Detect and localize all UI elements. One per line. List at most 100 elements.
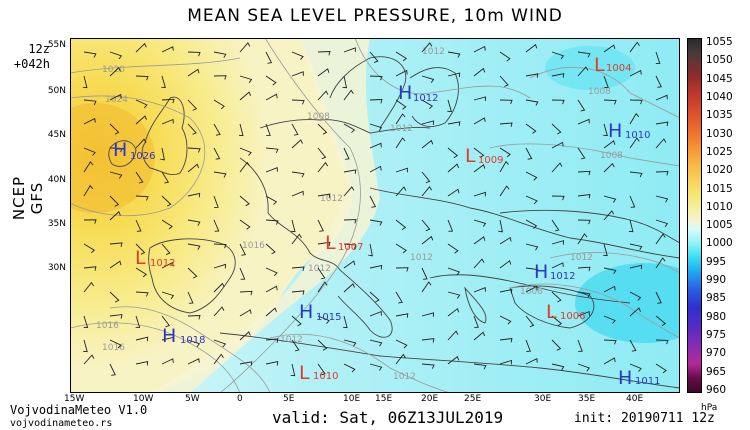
isobar-label: 1012: [393, 372, 416, 382]
wind-barb: [369, 264, 383, 270]
lon-label: 40E: [626, 394, 644, 404]
wind-barb: [239, 75, 253, 84]
lon-label: 10W: [133, 394, 154, 404]
wind-barb: [265, 338, 279, 343]
wind-barb: [265, 361, 279, 366]
wind-barb: [655, 363, 667, 374]
wind-barb: [161, 261, 174, 269]
wind-barb: [395, 69, 408, 77]
wind-barb: [161, 98, 175, 104]
wind-barb: [577, 170, 591, 176]
wind-barb: [603, 195, 617, 203]
anticyclone-core: [70, 103, 155, 213]
high-center-letter: H: [398, 82, 412, 104]
lat-label: 30N: [47, 263, 66, 273]
wind-barb: [343, 169, 357, 174]
wind-barb: [447, 51, 461, 58]
wind-barb: [603, 315, 616, 324]
wind-barb: [551, 195, 565, 201]
wind-barb: [109, 291, 120, 303]
wind-barb: [83, 219, 97, 224]
isobar-label: 1012: [570, 253, 593, 263]
wind-barb: [109, 211, 121, 221]
wind-barb: [395, 113, 406, 125]
wind-barb: [447, 267, 461, 276]
valid-time: valid: Sat, 06Z13JUL2019: [272, 408, 504, 427]
wind-barb: [525, 339, 531, 352]
wind-barb: [577, 266, 591, 272]
wind-barb: [213, 75, 227, 80]
colorbar-label: 990: [706, 274, 727, 287]
isobar-label: 1012: [390, 124, 413, 134]
wind-barb: [291, 123, 299, 136]
colorbar-label: 1035: [706, 109, 733, 122]
wind-barb: [629, 264, 643, 270]
wind-barb: [577, 233, 588, 245]
high-center-value: 1018: [180, 335, 205, 346]
wind-barb: [239, 161, 250, 173]
wind-barb: [577, 51, 591, 58]
wind-barb: [291, 71, 304, 77]
wind-barb: [83, 315, 89, 328]
wind-barb: [551, 99, 565, 105]
wind-barb: [369, 219, 383, 226]
wind-barb: [655, 51, 661, 64]
wind-barb: [603, 75, 609, 88]
wind-barb: [317, 123, 328, 135]
wind-barb: [525, 315, 535, 328]
wind-barb: [213, 147, 221, 160]
wind-barb: [655, 233, 666, 245]
isobar-label: 1012: [410, 253, 433, 263]
lon-label: 30E: [534, 394, 552, 404]
wind-barb: [135, 291, 149, 297]
wind-barb: [473, 96, 487, 102]
init-time: init: 20190711 12z: [574, 411, 715, 426]
wind-barb: [551, 291, 562, 303]
wind-barb: [109, 51, 123, 60]
wind-barb: [213, 219, 220, 232]
wind-barb: [421, 120, 435, 125]
wind-barb: [551, 240, 564, 245]
isobar-label: 1024: [105, 95, 128, 105]
wind-barb: [577, 147, 586, 160]
wind-barb: [369, 339, 383, 347]
lon-axis: 15W 10W 5W 0 5E 10E 15E 20E 25E 30E 35E …: [64, 394, 680, 406]
wind-barb: [551, 262, 564, 269]
wind-barb: [603, 243, 608, 257]
wind-barb: [343, 363, 356, 373]
wind-barb: [83, 266, 97, 271]
wind-barb: [629, 307, 641, 317]
wind-barb: [525, 219, 538, 229]
wind-barb: [603, 285, 616, 293]
lon-label: 0: [237, 394, 243, 404]
wind-barb: [525, 43, 538, 53]
wind-barb: [551, 51, 565, 60]
isobar-label: 1008: [600, 151, 623, 161]
wind-barb: [187, 219, 201, 226]
wind-barb: [395, 219, 407, 230]
wind-barb: [161, 336, 175, 342]
low-center-letter: L: [594, 54, 605, 76]
wind-barb: [213, 195, 219, 208]
wind-barb: [655, 219, 669, 228]
wind-barb: [525, 243, 539, 251]
lon-label: 25E: [464, 394, 482, 404]
isobar-label: 1016: [96, 321, 119, 331]
pressure-map: 1020 1024 1012 1008 1012 1008 1016 1012 …: [70, 38, 680, 393]
wind-barb: [83, 243, 96, 254]
wind-barb: [603, 44, 616, 53]
wind-barb: [447, 163, 460, 173]
wind-barb: [421, 75, 435, 83]
wind-barb: [83, 99, 97, 106]
wind-barb: [499, 122, 513, 128]
wind-barb: [109, 147, 123, 153]
wind-barb: [499, 160, 509, 173]
wind-barb: [629, 243, 643, 251]
wind-barb: [291, 315, 302, 327]
wind-barb: [291, 233, 302, 245]
wind-barb: [629, 41, 640, 53]
lon-label: 5W: [185, 394, 200, 404]
wind-barb: [317, 193, 331, 198]
wind-barb: [368, 243, 373, 257]
wind-barb: [395, 313, 409, 318]
